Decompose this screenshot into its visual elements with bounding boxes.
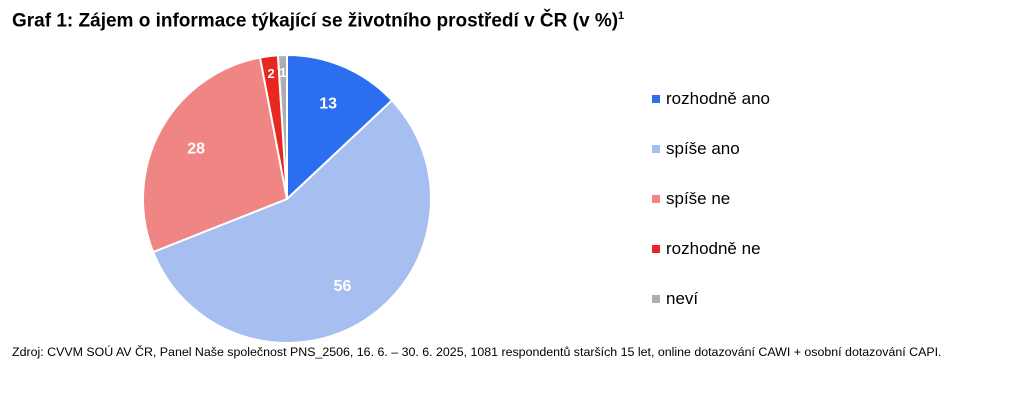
- pie-data-label: 1: [279, 65, 286, 80]
- pie-data-label: 28: [187, 141, 205, 158]
- chart-title: Graf 1: Zájem o informace týkající se ži…: [12, 10, 624, 32]
- legend-item: rozhodně ne: [652, 224, 892, 274]
- legend-label: rozhodně ano: [666, 89, 770, 108]
- legend-item: spíše ano: [652, 124, 892, 174]
- pie-slice-rozhodně-ano: [286, 53, 394, 202]
- legend-item: rozhodně ano: [652, 74, 892, 124]
- pie-data-label: 2: [268, 66, 275, 81]
- pie-slice-spíše-ano: [151, 99, 432, 344]
- legend-label: neví: [666, 289, 699, 308]
- legend-item: neví: [652, 274, 892, 324]
- pie-data-label: 56: [334, 278, 352, 295]
- legend-label: rozhodně ne: [666, 239, 761, 258]
- legend-swatch: [652, 295, 660, 303]
- legend-label: spíše ano: [666, 139, 740, 158]
- chart-legend: rozhodně ano spíše ano spíše ne rozhodně ne…: [652, 74, 892, 324]
- source-note: Zdroj: CVVM SOÚ AV ČR, Panel Naše společ…: [12, 345, 942, 359]
- legend-swatch: [652, 195, 660, 203]
- legend-item: spíše ne: [652, 174, 892, 224]
- legend-label: spíše ne: [666, 189, 731, 208]
- legend-swatch: [652, 145, 660, 153]
- pie-data-label: 13: [319, 95, 337, 112]
- pie-slice-neví: [276, 53, 288, 200]
- pie-chart: 13 56 28 2 1: [142, 53, 432, 344]
- legend-swatch: [652, 245, 660, 253]
- pie-slice-spíše-ne: [142, 56, 289, 254]
- legend-swatch: [652, 95, 660, 103]
- chart-title-footnote: 1: [618, 10, 625, 22]
- chart-title-text: Graf 1: Zájem o informace týkající se ži…: [12, 10, 619, 32]
